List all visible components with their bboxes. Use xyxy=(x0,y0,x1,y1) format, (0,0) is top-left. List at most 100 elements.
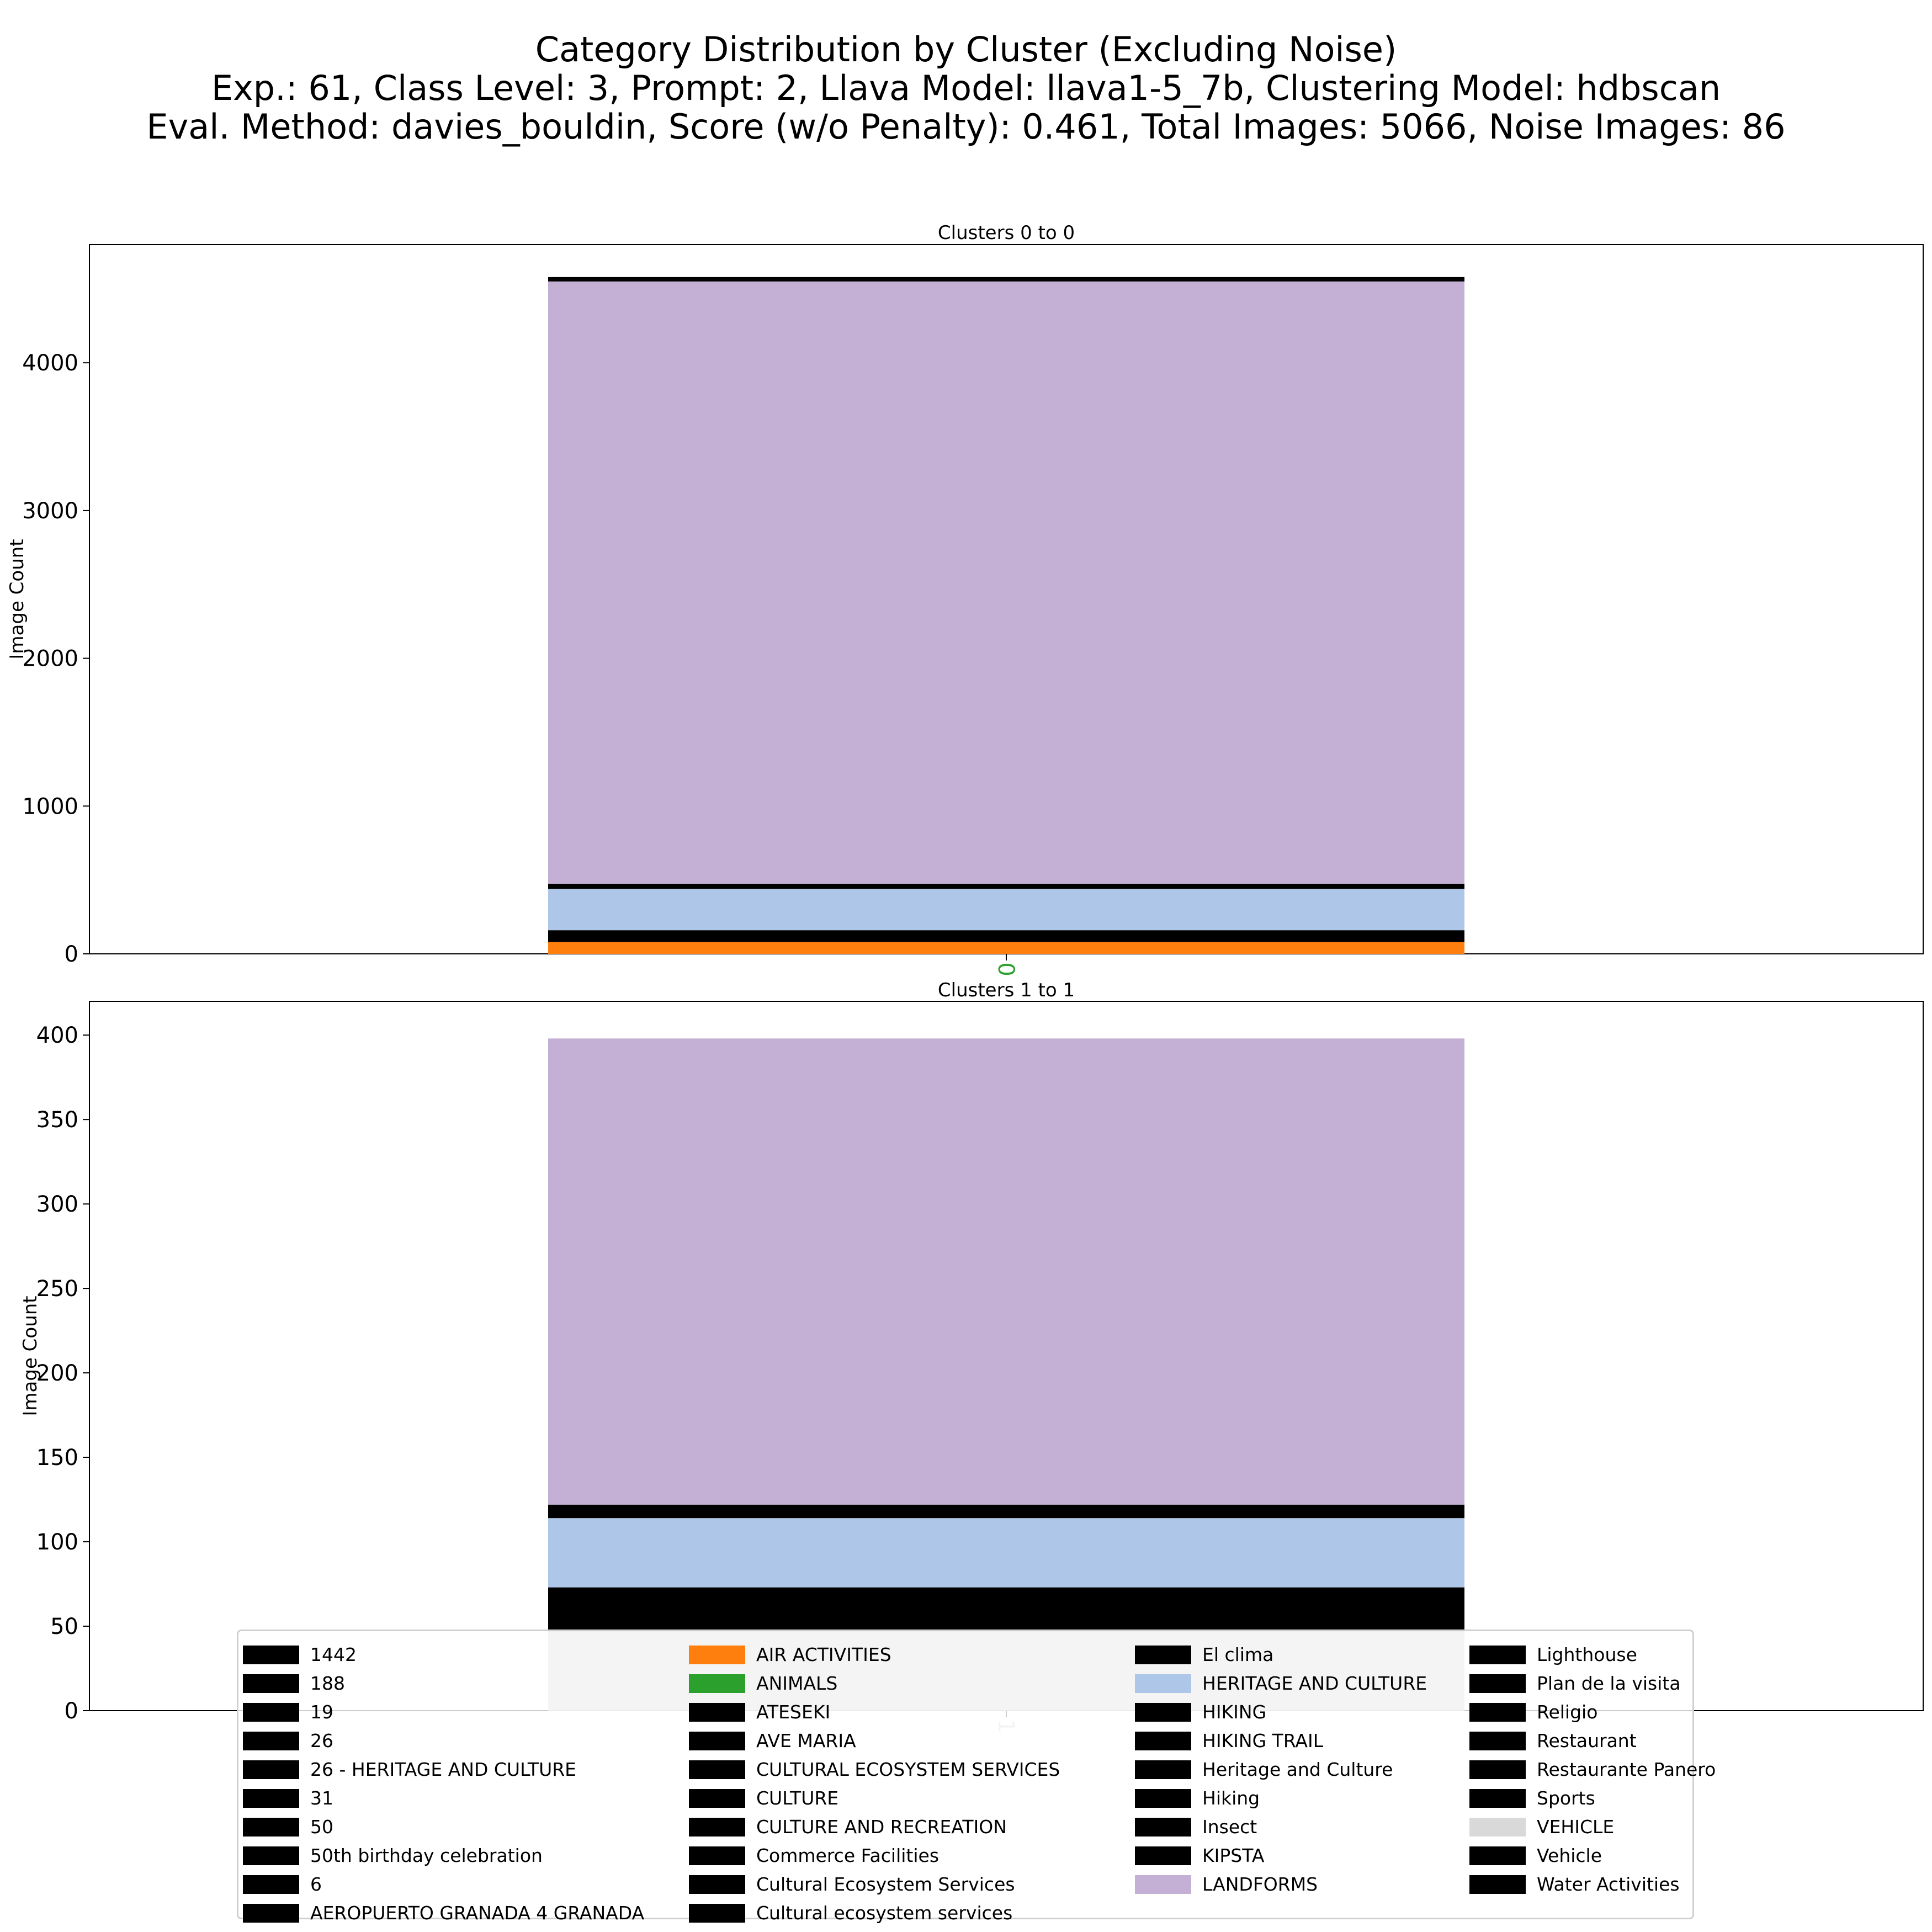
legend-swatch xyxy=(689,1818,745,1837)
x-tick-label-0: 0 xyxy=(993,962,1018,976)
legend-label: 188 xyxy=(310,1673,345,1694)
y-tick-label-0-0: 0 xyxy=(65,942,78,967)
y-tick-label-0-4000: 4000 xyxy=(22,351,78,376)
legend-label: Plan de la visita xyxy=(1537,1673,1681,1694)
legend-label: Cultural ecosystem services xyxy=(756,1902,1013,1924)
legend-label: AIR ACTIVITIES xyxy=(756,1644,891,1665)
legend-swatch xyxy=(243,1674,299,1693)
legend-label: Restaurant xyxy=(1537,1730,1637,1751)
legend-label: Insect xyxy=(1202,1816,1257,1838)
legend-label: AVE MARIA xyxy=(756,1730,856,1751)
legend-label: Lighthouse xyxy=(1537,1644,1637,1665)
legend-swatch xyxy=(243,1875,299,1894)
legend-swatch xyxy=(1135,1732,1191,1750)
legend-label: VEHICLE xyxy=(1537,1816,1615,1838)
legend-label: AEROPUERTO GRANADA 4 GRANADA xyxy=(310,1902,645,1924)
legend-label: 1442 xyxy=(310,1644,357,1665)
legend-swatch xyxy=(689,1703,745,1722)
legend-swatch xyxy=(689,1789,745,1808)
legend-label: Hiking xyxy=(1202,1787,1260,1809)
y-tick-label-1-250: 250 xyxy=(36,1276,78,1302)
bar-segment-0-3 xyxy=(548,883,1464,889)
legend: 1442 188 19 26 26 - HERITAGE AND CULTURE 31 50… xyxy=(237,1630,1716,1924)
y-tick-label-0-3000: 3000 xyxy=(22,498,78,524)
legend-swatch xyxy=(689,1904,745,1923)
y-axis-label-1: Image Count xyxy=(19,1296,41,1416)
legend-swatch xyxy=(1469,1789,1526,1808)
legend-label: 50 xyxy=(310,1816,333,1838)
legend-swatch xyxy=(243,1703,299,1722)
legend-label: HERITAGE AND CULTURE xyxy=(1202,1673,1427,1694)
legend-swatch xyxy=(1469,1846,1526,1865)
legend-swatch xyxy=(689,1760,745,1779)
y-tick-label-1-200: 200 xyxy=(36,1361,78,1386)
legend-label: ANIMALS xyxy=(756,1673,838,1694)
legend-swatch xyxy=(1135,1818,1191,1837)
legend-label: 26 - HERITAGE AND CULTURE xyxy=(310,1759,576,1780)
legend-label: Religio xyxy=(1537,1701,1598,1723)
legend-label: 19 xyxy=(310,1701,333,1723)
legend-label: CULTURE AND RECREATION xyxy=(756,1816,1007,1838)
bar-segment-0-0 xyxy=(548,942,1464,954)
legend-swatch xyxy=(1469,1703,1526,1722)
y-tick-label-1-400: 400 xyxy=(36,1023,78,1048)
legend-swatch xyxy=(689,1875,745,1894)
legend-swatch xyxy=(689,1646,745,1664)
legend-label: CULTURE xyxy=(756,1787,839,1809)
legend-label: ATESEKI xyxy=(756,1701,831,1723)
title-line-2: Exp.: 61, Class Level: 3, Prompt: 2, Lla… xyxy=(211,68,1721,108)
legend-swatch xyxy=(689,1674,745,1693)
legend-swatch xyxy=(1469,1646,1526,1664)
title-line-3: Eval. Method: davies_bouldin, Score (w/o… xyxy=(146,107,1786,147)
bar-segment-1-4 xyxy=(548,1038,1464,1505)
bar-segment-0-6 xyxy=(548,277,1464,279)
y-tick-label-1-50: 50 xyxy=(50,1614,78,1639)
legend-swatch xyxy=(243,1818,299,1837)
bar-segment-0-2 xyxy=(548,889,1464,931)
legend-label: Heritage and Culture xyxy=(1202,1759,1393,1780)
legend-swatch xyxy=(1135,1789,1191,1808)
legend-swatch xyxy=(1469,1875,1526,1894)
legend-swatch xyxy=(1469,1760,1526,1779)
legend-swatch xyxy=(243,1904,299,1923)
bar-segment-0-5 xyxy=(548,279,1464,282)
legend-label: Vehicle xyxy=(1537,1845,1602,1866)
legend-swatch xyxy=(243,1732,299,1750)
legend-label: HIKING xyxy=(1202,1701,1267,1723)
legend-label: 50th birthday celebration xyxy=(310,1845,543,1866)
legend-label: 26 xyxy=(310,1730,333,1751)
y-tick-label-0-2000: 2000 xyxy=(22,646,78,672)
bar-segment-1-1 xyxy=(548,1587,1464,1632)
y-tick-label-1-350: 350 xyxy=(36,1107,78,1133)
legend-label: Cultural Ecosystem Services xyxy=(756,1873,1015,1895)
legend-label: Sports xyxy=(1537,1787,1595,1809)
legend-label: Restaurante Panero xyxy=(1537,1759,1716,1780)
legend-swatch xyxy=(689,1732,745,1750)
legend-label: CULTURAL ECOSYSTEM SERVICES xyxy=(756,1759,1060,1780)
legend-swatch xyxy=(1469,1732,1526,1750)
legend-label: 31 xyxy=(310,1787,333,1809)
y-tick-label-0-1000: 1000 xyxy=(22,794,78,819)
y-tick-label-1-100: 100 xyxy=(36,1530,78,1555)
title-line-1: Category Distribution by Cluster (Exclud… xyxy=(535,29,1397,70)
legend-swatch xyxy=(1135,1703,1191,1722)
bar-segment-1-3 xyxy=(548,1504,1464,1519)
figure-title: Category Distribution by Cluster (Exclud… xyxy=(0,30,1932,146)
legend-label: HIKING TRAIL xyxy=(1202,1730,1324,1751)
y-tick-label-1-0: 0 xyxy=(65,1699,78,1724)
legend-swatch xyxy=(243,1646,299,1664)
bar-segment-1-2 xyxy=(548,1518,1464,1588)
legend-swatch xyxy=(243,1760,299,1779)
legend-swatch xyxy=(243,1846,299,1865)
legend-swatch xyxy=(243,1789,299,1808)
legend-swatch xyxy=(1469,1674,1526,1693)
legend-swatch xyxy=(689,1846,745,1865)
legend-swatch xyxy=(1135,1875,1191,1894)
legend-label: KIPSTA xyxy=(1202,1845,1265,1866)
legend-swatch xyxy=(1135,1846,1191,1865)
legend-swatch xyxy=(1135,1760,1191,1779)
legend-label: Commerce Facilities xyxy=(756,1845,940,1866)
legend-swatch xyxy=(1469,1818,1526,1837)
subplot-title-0: Clusters 0 to 0 xyxy=(938,222,1075,244)
bar-segment-0-1 xyxy=(548,930,1464,942)
